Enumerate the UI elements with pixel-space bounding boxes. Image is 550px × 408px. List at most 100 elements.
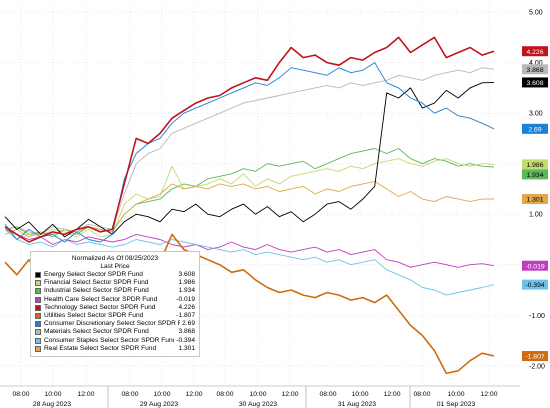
legend-series-value: -1.807: [176, 311, 195, 319]
legend-series-value: 1.986: [178, 279, 195, 287]
legend-swatch: [35, 345, 41, 352]
last-price-value: 3.868: [526, 67, 543, 74]
last-price-tag: [522, 260, 548, 271]
legend-item: Health Care Select Sector SPDR Fund -0.01…: [35, 296, 195, 304]
legend-series-name: Energy Select Sector SPDR Fund: [44, 271, 143, 278]
y-tick-label: -1.00: [529, 313, 545, 320]
legend-item: Industrial Select Sector SPDR Fund 1.934: [35, 287, 195, 295]
legend-series-name: Utilities Select Sector SPDR Fund: [44, 311, 144, 319]
legend-swatch: [35, 313, 41, 320]
series-line: [4, 229, 495, 296]
legend-series-name: Technology Select Sector SPDR Fund: [44, 303, 156, 311]
legend-series-name: Materials Select Sector SPDR Fund: [44, 328, 149, 336]
grid-lines: [0, 2, 520, 386]
y-tick-label: 5.00: [529, 10, 543, 17]
x-tick-label: 10:00: [351, 391, 368, 398]
legend-series-value: -0.019: [176, 295, 195, 303]
legend-item: Materials Select Sector SPDR Fund 3.868: [35, 328, 195, 336]
x-date-label: 29 Aug 2023: [140, 401, 178, 408]
legend-item: Consumer Discretionary Select Sector SPD…: [35, 320, 195, 328]
legend-item: Consumer Staples Select Sector SPDR Fund…: [35, 337, 195, 345]
legend-rows: Energy Select Sector SPDR Fund 3.608 Finan…: [35, 271, 195, 353]
x-tick-label: 10:00: [153, 391, 170, 398]
last-price-value: 2.69: [528, 126, 541, 133]
legend-series-name: Health Care Select Sector SPDR Fund: [44, 295, 158, 303]
last-price-tag: [522, 279, 548, 290]
x-axis: 08:00 10:00 12:00 08:00 10:00 12:00 08:00 10:00…: [0, 385, 520, 408]
legend-series-name: Real Estate Select Sector SPDR Fund: [44, 344, 157, 352]
legend-series-value: 1.934: [178, 287, 195, 295]
last-price-value: -0.019: [525, 263, 544, 270]
x-tick-label: 10:00: [44, 391, 61, 398]
last-price-labels: 4.226 3.868 3.608 2.69 1.986 1.934 1.301 -0.019…: [522, 46, 548, 362]
series-lines: [4, 36, 495, 375]
x-tick-label: 08:00: [216, 391, 233, 398]
y-tick-label: 1.00: [529, 212, 543, 219]
x-tick-label: 10:00: [249, 391, 266, 398]
x-tick-label: 12:00: [185, 391, 202, 398]
last-price-tag: [522, 77, 548, 88]
x-tick-label: 12:00: [383, 391, 400, 398]
x-date-label: 31 Aug 2023: [338, 401, 376, 408]
last-price-tag: [522, 169, 548, 180]
legend-item: Technology Select Sector SPDR Fund 4.226: [35, 304, 195, 312]
last-price-tag: [522, 123, 548, 134]
legend-series-value: 1.301: [178, 344, 195, 352]
legend-series-value: -0.394: [176, 336, 195, 344]
last-price-value: 1.934: [526, 172, 543, 179]
legend-item: Financial Select Sector SPDR Fund 1.986: [35, 279, 195, 287]
legend-item: Utilities Select Sector SPDR Fund -1.807: [35, 312, 195, 320]
last-price-tag: [522, 351, 548, 362]
last-price-value: -0.394: [525, 282, 544, 289]
x-tick-label: 12:00: [77, 391, 94, 398]
y-tick-label: 3.00: [529, 111, 543, 118]
legend-swatch: [35, 296, 41, 303]
legend-swatch: [35, 329, 41, 336]
x-date-label: 28 Aug 2023: [33, 401, 71, 408]
legend-swatch: [35, 272, 41, 279]
x-date-label: 01 Sep 2023: [437, 401, 476, 408]
legend-series-value: 4.226: [178, 303, 195, 311]
last-price-tag: [522, 46, 548, 57]
series-line: [4, 81, 495, 238]
series-line: [4, 158, 495, 240]
last-price-value: 1.301: [526, 197, 543, 204]
legend: Normalized As Of 08/25/2023 Last Price E…: [30, 251, 200, 357]
legend-title: Normalized As Of 08/25/2023: [71, 255, 159, 262]
x-tick-label: 08:00: [413, 391, 430, 398]
y-tick-label: -2.00: [529, 363, 545, 370]
last-price-tag: [522, 194, 548, 205]
last-price-value: 1.986: [526, 162, 543, 169]
legend-swatch: [35, 321, 41, 328]
legend-item: Real Estate Select Sector SPDR Fund 1.301: [35, 345, 195, 353]
legend-series-name: Consumer Staples Select Sector SPDR Fund: [44, 336, 175, 344]
y-tick-label: 4.00: [529, 60, 543, 67]
series-line: [4, 36, 495, 243]
x-tick-label: 12:00: [480, 391, 497, 398]
legend-series-name: Industrial Select Sector SPDR Fund: [44, 287, 149, 295]
last-price-value: -1.807: [525, 354, 544, 361]
x-tick-label: 12:00: [281, 391, 298, 398]
x-tick-label: 08:00: [12, 391, 29, 398]
legend-series-value: 3.868: [178, 328, 195, 336]
legend-swatch: [35, 304, 41, 311]
x-date-label: 30 Aug 2023: [239, 401, 277, 408]
x-tick-label: 08:00: [319, 391, 336, 398]
legend-series-name: Consumer Discretionary Select Sector SPD…: [44, 320, 181, 328]
legend-swatch: [35, 288, 41, 295]
legend-subtitle: Last Price: [100, 263, 130, 270]
series-line: [4, 67, 495, 235]
legend-swatch: [35, 280, 41, 287]
last-price-tag: [522, 159, 548, 170]
last-price-value: 3.608: [526, 80, 543, 87]
legend-swatch: [35, 337, 41, 344]
x-tick-label: 10:00: [447, 391, 464, 398]
series-line: [4, 62, 495, 243]
legend-series-value: 2.69: [182, 320, 195, 328]
legend-series-value: 3.608: [178, 271, 195, 278]
legend-series-name: Financial Select Sector SPDR Fund: [44, 279, 149, 287]
legend-item: Energy Select Sector SPDR Fund 3.608: [35, 271, 195, 279]
last-price-tag: [522, 64, 548, 75]
x-tick-label: 08:00: [121, 391, 138, 398]
last-price-value: 4.226: [526, 49, 543, 56]
